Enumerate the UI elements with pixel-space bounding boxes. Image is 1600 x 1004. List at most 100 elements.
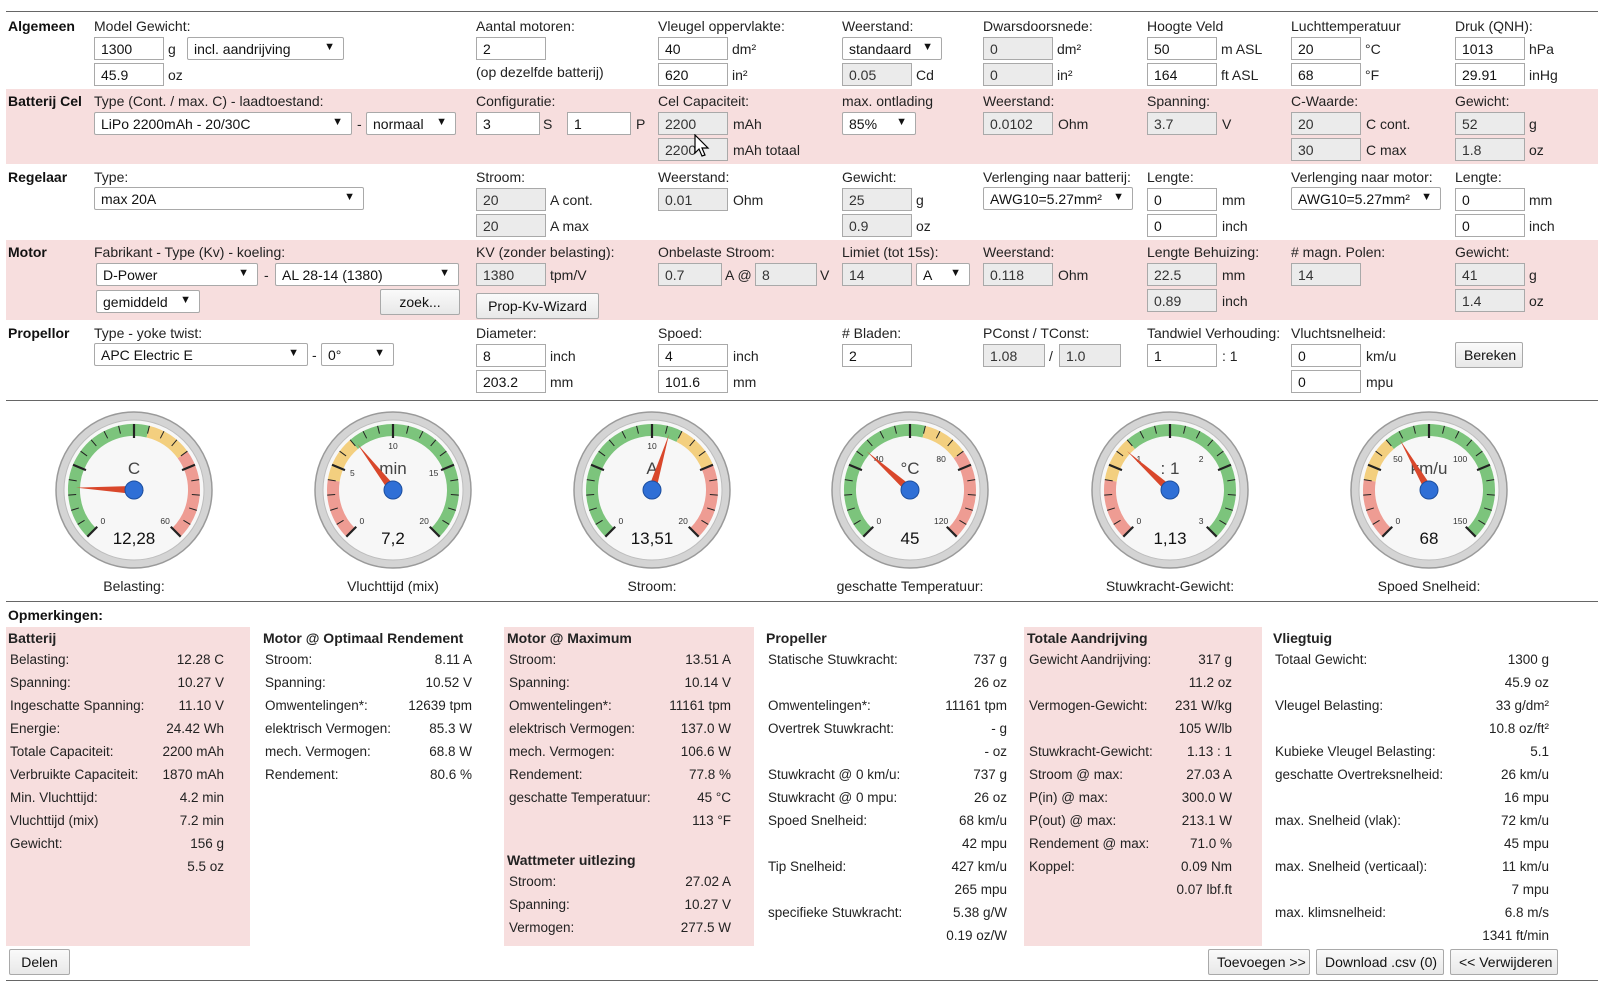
gauge-tick (159, 430, 165, 439)
gauge-tick (1367, 463, 1382, 472)
gauge-tick (1385, 439, 1392, 447)
io-voltage-field[interactable]: 8 (755, 263, 817, 286)
len1-mm-input[interactable]: 0 (1147, 188, 1217, 211)
esc-res-field[interactable]: 0.01 (658, 188, 728, 211)
gauge-tick (103, 430, 109, 439)
gauge-tick (589, 507, 597, 511)
len2-mm-input[interactable]: 0 (1455, 188, 1525, 211)
ext-bat-select[interactable]: AWG10=5.27mm² ▼ (983, 187, 1133, 210)
disch-select[interactable]: 85% ▼ (842, 112, 916, 135)
charge-select[interactable]: normaal ▼ (366, 112, 456, 135)
remarks-row-value: 45 °C (697, 790, 731, 805)
c-cont-field[interactable]: 20 (1291, 112, 1361, 135)
remarks-row-value: 26 km/u (1500, 767, 1549, 782)
bat-weight-g-field[interactable]: 52 (1455, 112, 1525, 135)
dia-in-input[interactable]: 8 (476, 344, 546, 367)
alt-m-input[interactable]: 50 (1147, 37, 1217, 60)
wing-dm2-input[interactable]: 40 (658, 37, 728, 60)
gear-input[interactable]: 1 (1147, 344, 1217, 367)
poles-field[interactable]: 14 (1291, 263, 1361, 286)
ext-mot-select[interactable]: AWG10=5.27mm² ▼ (1291, 187, 1441, 210)
remarks-row-label: mech. Vermogen: (265, 744, 371, 759)
esc-weight-label: Gewicht: (842, 169, 897, 185)
press-inhg-input[interactable]: 29.91 (1455, 63, 1525, 86)
prop-type-select[interactable]: APC Electric E ▼ (94, 343, 308, 366)
model-weight-g-input[interactable]: 1300 (94, 37, 164, 60)
temp-f-input[interactable]: 68 (1291, 63, 1361, 86)
remarks-row-value: 7 mpu (1511, 882, 1549, 897)
motor-len-mm-field[interactable]: 22.5 (1147, 263, 1217, 286)
gauge-tick (406, 425, 409, 434)
gauge-tick (1116, 450, 1124, 457)
press-hpa-input[interactable]: 1013 (1455, 37, 1525, 60)
motors-input[interactable]: 2 (476, 37, 546, 60)
wing-in2-input[interactable]: 620 (658, 63, 728, 86)
remarks-row-value: 317 g (1198, 652, 1232, 667)
limit-field[interactable]: 14 (842, 263, 912, 286)
gauge-tick (1476, 463, 1491, 472)
motor-model-select[interactable]: AL 28-14 (1380) ▼ (275, 263, 459, 286)
limit-unit-select[interactable]: A ▼ (916, 263, 970, 286)
esc-cur-cont-field[interactable]: 20 (476, 188, 546, 211)
blades-input[interactable]: 2 (842, 344, 912, 367)
c-max-field[interactable]: 30 (1291, 138, 1361, 161)
bat-volt-field[interactable]: 3.7 (1147, 112, 1217, 135)
gauge-tick-label: 0 (360, 516, 365, 526)
kv-field[interactable]: 1380 (476, 263, 546, 286)
twist-select[interactable]: 0° ▼ (321, 343, 394, 366)
gauge-tick (1219, 519, 1227, 525)
config-p-input[interactable]: 1 (567, 112, 631, 135)
bat-res-field[interactable]: 0.0102 (983, 112, 1053, 135)
esc-type-select[interactable]: max 20A ▼ (94, 187, 364, 210)
remarks-row-value: 1870 mAh (162, 767, 224, 782)
pitch-in-input[interactable]: 4 (658, 344, 728, 367)
prop-kv-wizard-button[interactable]: Prop-Kv-Wizard (476, 293, 599, 319)
gauge-tick (440, 463, 455, 472)
cross-in2-field[interactable]: 0 (983, 63, 1053, 86)
alt-ft-input[interactable]: 164 (1147, 63, 1217, 86)
weight-mode-select[interactable]: incl. aandrijving ▼ (187, 37, 344, 60)
cooling-select[interactable]: gemiddeld ▼ (96, 290, 200, 313)
len2-in-input[interactable]: 0 (1455, 214, 1525, 237)
share-button[interactable]: Delen (9, 949, 70, 975)
speed-mph-input[interactable]: 0 (1291, 370, 1361, 393)
motor-weight-oz-field[interactable]: 1.4 (1455, 289, 1525, 312)
dia-mm-input[interactable]: 203.2 (476, 370, 546, 393)
unit-mm: mm (1222, 267, 1246, 283)
len1-in-input[interactable]: 0 (1147, 214, 1217, 237)
download-csv-button[interactable]: Download .csv (0) (1316, 949, 1444, 975)
remarks-motor-max-bg (504, 627, 754, 946)
esc-weight-oz-field[interactable]: 0.9 (842, 214, 912, 237)
pconst-field[interactable]: 1.08 (983, 344, 1045, 367)
temp-c-input[interactable]: 20 (1291, 37, 1361, 60)
config-s-input[interactable]: 3 (476, 112, 540, 135)
remarks-title: Opmerkingen: (8, 607, 103, 623)
motor-maker-select[interactable]: D-Power ▼ (96, 263, 258, 286)
remarks-row-value: 265 mpu (954, 882, 1007, 897)
esc-cur-max-field[interactable]: 20 (476, 214, 546, 237)
esc-weight-g-field[interactable]: 25 (842, 188, 912, 211)
remarks-row-value: 13.51 A (685, 652, 731, 667)
model-weight-oz-input[interactable]: 45.9 (94, 63, 164, 86)
pitch-mm-input[interactable]: 101.6 (658, 370, 728, 393)
gauge-tick (608, 439, 615, 447)
motor-res-field[interactable]: 0.118 (983, 263, 1053, 286)
remove-button[interactable]: << Verwijderen (1450, 949, 1558, 975)
drag-select[interactable]: standaard ▼ (842, 37, 942, 60)
unit-inch: inch (1222, 293, 1248, 309)
add-button[interactable]: Toevoegen >> (1208, 949, 1310, 975)
gauge-tick (1366, 507, 1374, 511)
motor-weight-g-field[interactable]: 41 (1455, 263, 1525, 286)
search-motor-button[interactable]: zoek... (380, 289, 460, 315)
cross-dm2-field[interactable]: 0 (983, 37, 1053, 60)
speed-kmh-input[interactable]: 0 (1291, 344, 1361, 367)
remarks-row-value: - oz (984, 744, 1007, 759)
tconst-field[interactable]: 1.0 (1059, 344, 1121, 367)
io-field[interactable]: 0.7 (658, 263, 722, 286)
gauge-tick (945, 525, 958, 538)
motor-len-in-field[interactable]: 0.89 (1147, 289, 1217, 312)
bat-weight-oz-field[interactable]: 1.8 (1455, 138, 1525, 161)
battery-type-select[interactable]: LiPo 2200mAh - 20/30C ▼ (94, 112, 352, 135)
cap-field[interactable]: 2200 (658, 112, 728, 135)
calculate-button[interactable]: Bereken (1455, 342, 1523, 368)
